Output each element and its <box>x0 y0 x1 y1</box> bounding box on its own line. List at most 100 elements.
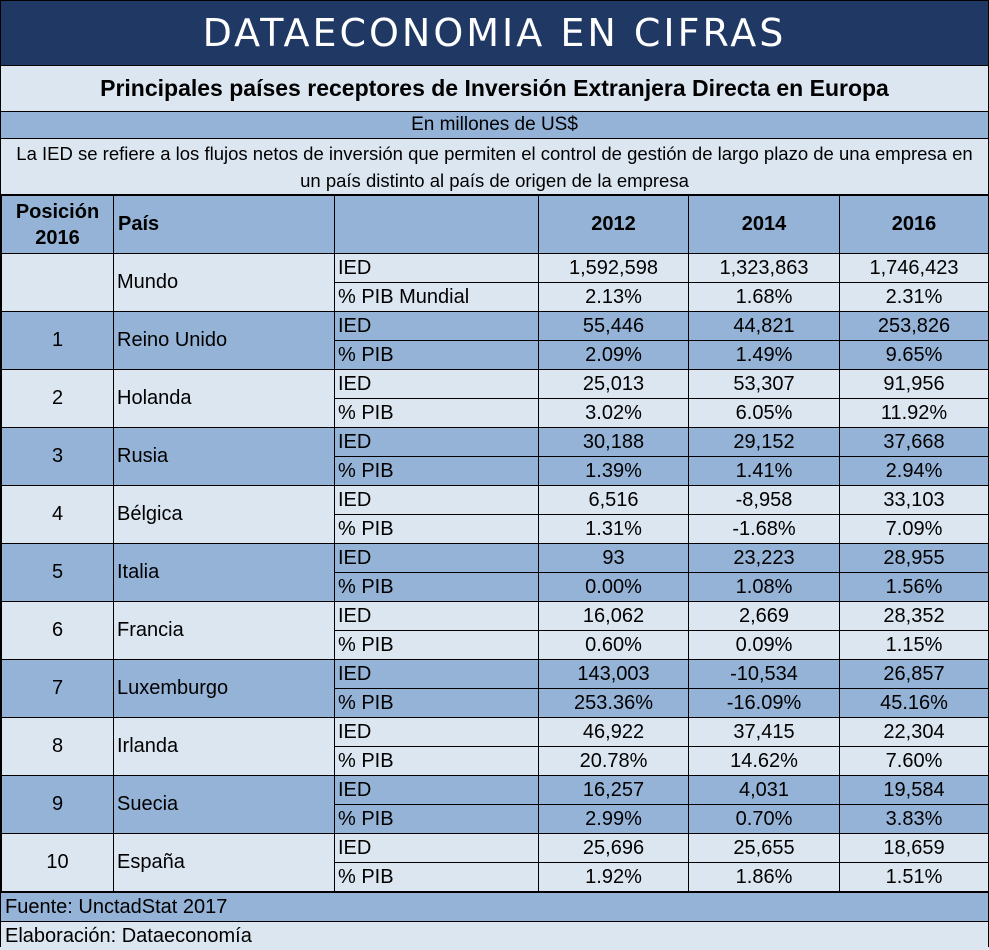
value-2016: 28,955 <box>839 543 989 573</box>
value-2012: 2.99% <box>538 804 689 834</box>
header-year-2016: 2016 <box>839 195 989 254</box>
value-2014: 53,307 <box>688 369 840 399</box>
value-2014: 14.62% <box>688 746 840 776</box>
country-cell: Reino Unido <box>113 311 335 370</box>
table-row: 7 Luxemburgo IED 143,003 -10,534 26,857 <box>1 659 989 718</box>
metric-label: % PIB <box>334 862 539 892</box>
value-2012: 93 <box>538 543 689 573</box>
table-row: 4 Bélgica IED 6,516 -8,958 33,103 <box>1 485 989 544</box>
value-2012: 25,696 <box>538 833 689 863</box>
metric-label: % PIB <box>334 746 539 776</box>
metric-label: % PIB <box>334 572 539 602</box>
country-cell: Holanda <box>113 369 335 428</box>
value-2014: -8,958 <box>688 485 840 515</box>
value-2016: 18,659 <box>839 833 989 863</box>
metric-label: % PIB <box>334 340 539 370</box>
rank-cell: 2 <box>1 369 114 428</box>
rank-cell: 1 <box>1 311 114 370</box>
value-2014: 1.68% <box>688 282 840 312</box>
value-2014: -10,534 <box>688 659 840 689</box>
value-2012: 1.31% <box>538 514 689 544</box>
value-2014: 25,655 <box>688 833 840 863</box>
rank-cell <box>1 253 114 312</box>
table-row: 10 España IED 25,696 25,655 18,659 <box>1 833 989 892</box>
value-2016: 45.16% <box>839 688 989 718</box>
country-cell: Luxemburgo <box>113 659 335 718</box>
page-title: Principales países receptores de Inversi… <box>1 66 988 112</box>
value-2012: 1,592,598 <box>538 253 689 283</box>
metric-label: IED <box>334 659 539 689</box>
value-2014: 1.49% <box>688 340 840 370</box>
rank-cell: 6 <box>1 601 114 660</box>
country-cell: Rusia <box>113 427 335 486</box>
table-row: 6 Francia IED 16,062 2,669 28,352 <box>1 601 989 660</box>
header-position: Posición 2016 <box>1 195 114 254</box>
country-cell: Bélgica <box>113 485 335 544</box>
metric-label: IED <box>334 833 539 863</box>
value-2012: 30,188 <box>538 427 689 457</box>
value-2016: 1.56% <box>839 572 989 602</box>
metric-label: IED <box>334 485 539 515</box>
country-cell: Mundo <box>113 253 335 312</box>
metric-label: IED <box>334 253 539 283</box>
value-2016: 37,668 <box>839 427 989 457</box>
header-year-2014: 2014 <box>688 195 840 254</box>
metric-label: IED <box>334 717 539 747</box>
value-2012: 55,446 <box>538 311 689 341</box>
value-2012: 20.78% <box>538 746 689 776</box>
country-cell: Italia <box>113 543 335 602</box>
table-row: 5 Italia IED 93 23,223 28,955 <box>1 543 989 602</box>
metric-label: % PIB <box>334 456 539 486</box>
table-row: 2 Holanda IED 25,013 53,307 91,956 <box>1 369 989 428</box>
metric-label: IED <box>334 775 539 805</box>
value-2016: 7.60% <box>839 746 989 776</box>
value-2016: 19,584 <box>839 775 989 805</box>
value-2016: 253,826 <box>839 311 989 341</box>
metric-label: % PIB <box>334 398 539 428</box>
table-row: % PIB Mundial 2.13% 1.68% 2.31% <box>2 282 989 312</box>
metric-label: % PIB Mundial <box>334 282 539 312</box>
header-metric <box>334 195 539 254</box>
value-2016: 11.92% <box>839 398 989 428</box>
table-body: Mundo IED 1,592,598 1,323,863 1,746,423% PIB… <box>1 253 989 892</box>
table-row: % PIB 1.39% 1.41% 2.94% <box>2 456 989 486</box>
table-row: % PIB 2.09% 1.49% 9.65% <box>2 340 989 370</box>
value-2012: 1.92% <box>538 862 689 892</box>
table-row: % PIB 20.78% 14.62% 7.60% <box>2 746 989 776</box>
units-caption: En millones de US$ <box>1 112 988 139</box>
value-2014: 23,223 <box>688 543 840 573</box>
table-header-row: Posición 2016 País 2012 2014 2016 <box>1 195 989 254</box>
value-2016: 2.94% <box>839 456 989 486</box>
value-2016: 26,857 <box>839 659 989 689</box>
table-row: % PIB 2.99% 0.70% 3.83% <box>2 804 989 834</box>
value-2014: 1.86% <box>688 862 840 892</box>
value-2014: 6.05% <box>688 398 840 428</box>
table-row: 8 Irlanda IED 46,922 37,415 22,304 <box>1 717 989 776</box>
value-2016: 22,304 <box>839 717 989 747</box>
value-2014: 0.70% <box>688 804 840 834</box>
value-2012: 16,062 <box>538 601 689 631</box>
rank-cell: 4 <box>1 485 114 544</box>
country-cell: España <box>113 833 335 892</box>
metric-label: % PIB <box>334 804 539 834</box>
rank-cell: 7 <box>1 659 114 718</box>
metric-label: % PIB <box>334 514 539 544</box>
value-2014: -1.68% <box>688 514 840 544</box>
table-row: Mundo IED 1,592,598 1,323,863 1,746,423 <box>1 253 989 312</box>
header-year-2012: 2012 <box>538 195 689 254</box>
rank-cell: 3 <box>1 427 114 486</box>
value-2012: 16,257 <box>538 775 689 805</box>
value-2012: 2.13% <box>538 282 689 312</box>
source-note: Fuente: UnctadStat 2017 <box>1 892 988 921</box>
metric-label: IED <box>334 369 539 399</box>
value-2016: 91,956 <box>839 369 989 399</box>
value-2014: 2,669 <box>688 601 840 631</box>
value-2016: 33,103 <box>839 485 989 515</box>
value-2012: 6,516 <box>538 485 689 515</box>
table-row: 1 Reino Unido IED 55,446 44,821 253,826 <box>1 311 989 370</box>
rank-cell: 10 <box>1 833 114 892</box>
value-2012: 1.39% <box>538 456 689 486</box>
metric-label: % PIB <box>334 688 539 718</box>
value-2016: 28,352 <box>839 601 989 631</box>
